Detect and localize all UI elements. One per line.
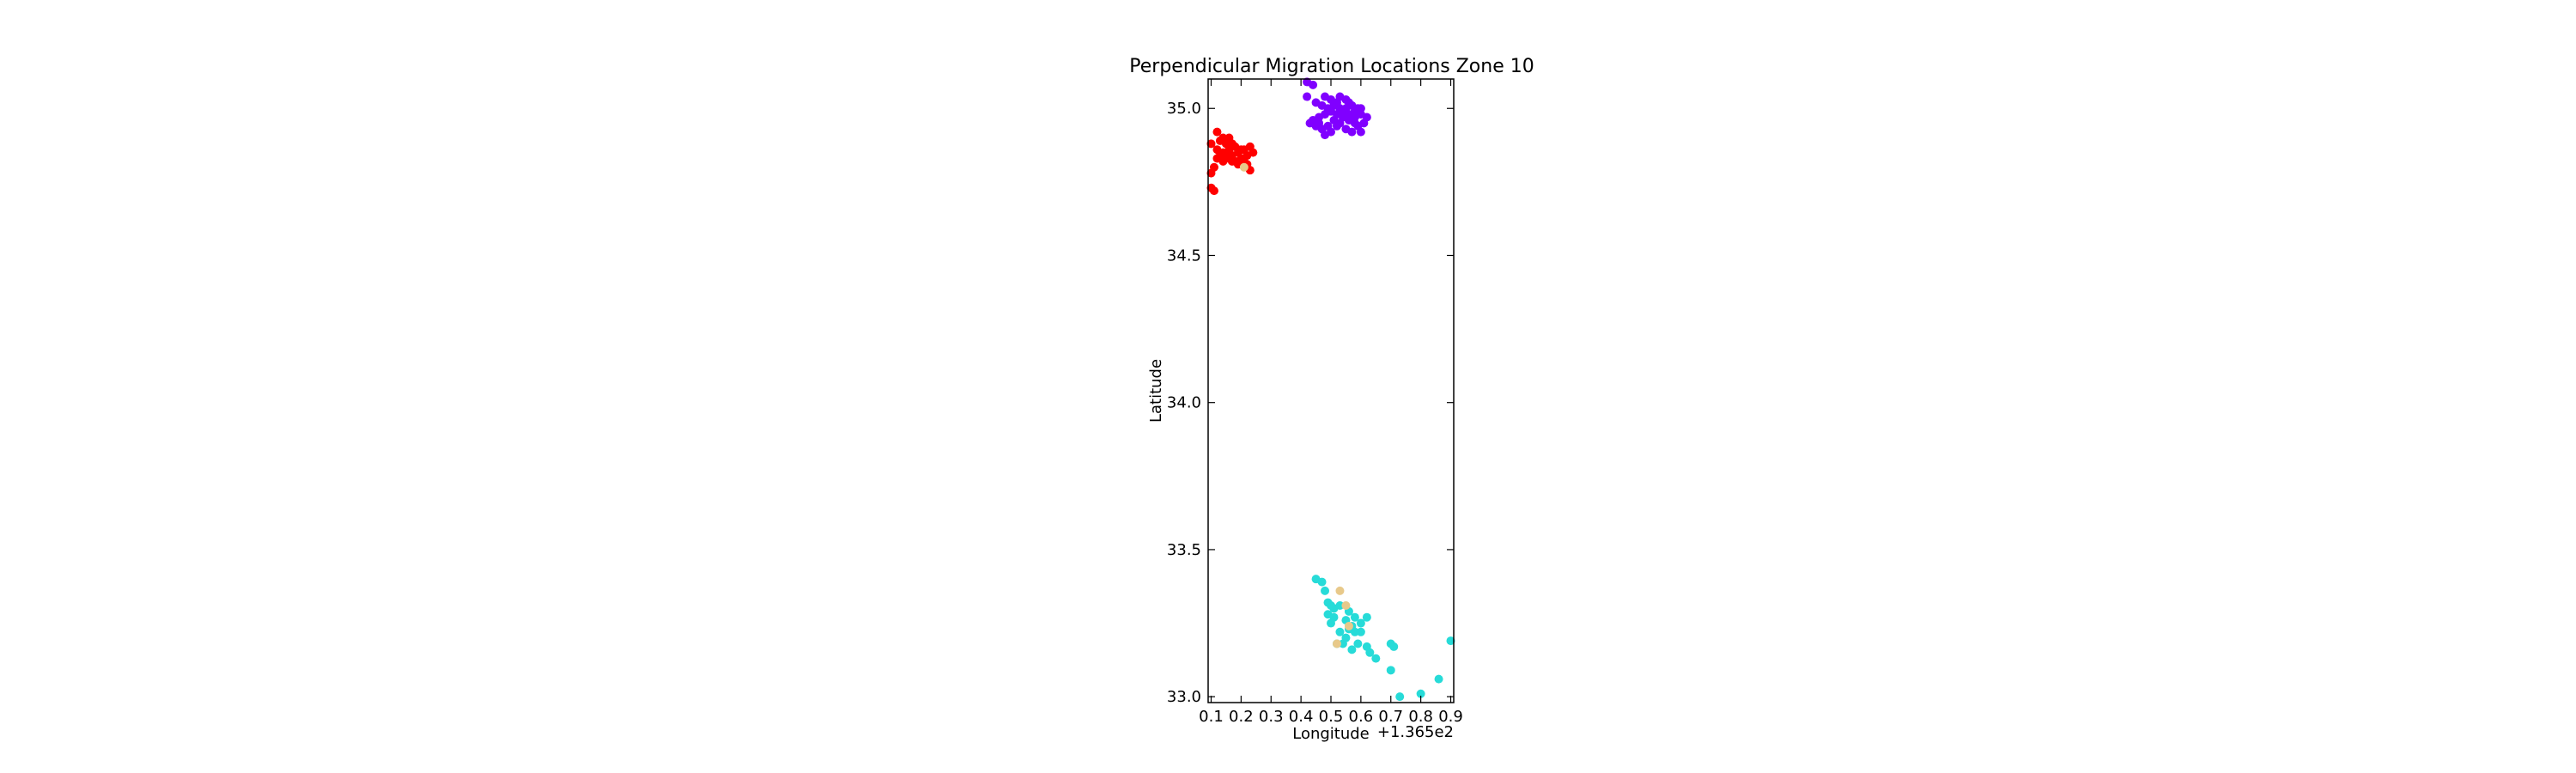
x-tick-label: 0.4 (1289, 708, 1314, 726)
data-point (1350, 612, 1359, 622)
data-point (1350, 119, 1359, 128)
data-point (1327, 600, 1335, 610)
x-tick-label: 0.3 (1259, 708, 1284, 726)
data-point (1356, 618, 1365, 628)
data-point (1230, 156, 1240, 166)
data-point (1353, 639, 1363, 648)
data-point (1434, 674, 1443, 684)
data-point (1344, 621, 1353, 630)
x-tick-label: 0.6 (1349, 708, 1374, 726)
chart-title: Perpendicular Migration Locations Zone 1… (1129, 56, 1534, 77)
data-point (1347, 645, 1357, 654)
data-point (1321, 131, 1330, 140)
data-point (1327, 618, 1335, 628)
data-point (1446, 636, 1455, 646)
data-point (1341, 125, 1351, 134)
data-point (1239, 162, 1249, 172)
data-point (1332, 639, 1341, 648)
data-point (1309, 80, 1318, 89)
data-point (1209, 186, 1218, 196)
data-point (1356, 627, 1365, 636)
data-point (1227, 139, 1236, 149)
x-tick-label: 0.7 (1378, 708, 1403, 726)
data-point (1335, 627, 1345, 636)
data-point (1218, 133, 1228, 143)
data-point (1323, 104, 1333, 113)
data-point (1236, 145, 1246, 155)
data-point (1317, 577, 1327, 587)
x-tick-label: 0.9 (1438, 708, 1463, 726)
x-axis-label: Longitude (1292, 725, 1370, 743)
y-tick-label: 35.0 (1167, 100, 1201, 118)
data-point (1386, 666, 1395, 675)
data-point (1344, 98, 1353, 107)
data-point (1389, 642, 1399, 651)
data-point (1206, 139, 1216, 149)
x-tick-label: 0.2 (1229, 708, 1254, 726)
data-point (1353, 104, 1363, 113)
data-point (1305, 119, 1315, 128)
x-tick-label: 0.1 (1199, 708, 1224, 726)
y-axis-label: Latitude (1147, 359, 1165, 423)
data-point (1338, 639, 1347, 648)
data-point (1239, 156, 1249, 166)
axis-ticks: 0.1 0.2 0.3 0.4 0.5 0.6 0.7 0.8 0.9 33.0 33.5 34.0 3… (1167, 79, 1463, 726)
y-tick-label: 34.0 (1167, 394, 1201, 412)
data-points (1206, 77, 1455, 702)
data-point (1395, 692, 1405, 702)
data-point (1321, 586, 1330, 595)
data-point (1212, 127, 1222, 137)
data-point (1209, 162, 1218, 172)
x-axis-offset-label: +1.365e2 (1377, 723, 1454, 741)
y-tick-label: 34.5 (1167, 247, 1201, 265)
data-point (1335, 600, 1345, 610)
data-point (1303, 92, 1312, 101)
data-point (1224, 151, 1234, 161)
x-tick-label: 0.5 (1319, 708, 1344, 726)
data-point (1371, 654, 1381, 663)
data-point (1249, 148, 1258, 157)
data-point (1332, 121, 1341, 131)
data-point (1315, 119, 1324, 128)
data-point (1338, 113, 1347, 122)
data-point (1335, 586, 1345, 595)
data-point (1356, 127, 1365, 137)
data-point (1416, 689, 1425, 698)
data-point (1365, 648, 1375, 657)
data-point (1218, 156, 1228, 166)
y-tick-label: 33.0 (1167, 688, 1201, 706)
data-point (1362, 612, 1371, 622)
data-point (1341, 600, 1351, 610)
x-tick-label: 0.8 (1408, 708, 1433, 726)
y-tick-label: 33.5 (1167, 541, 1201, 559)
